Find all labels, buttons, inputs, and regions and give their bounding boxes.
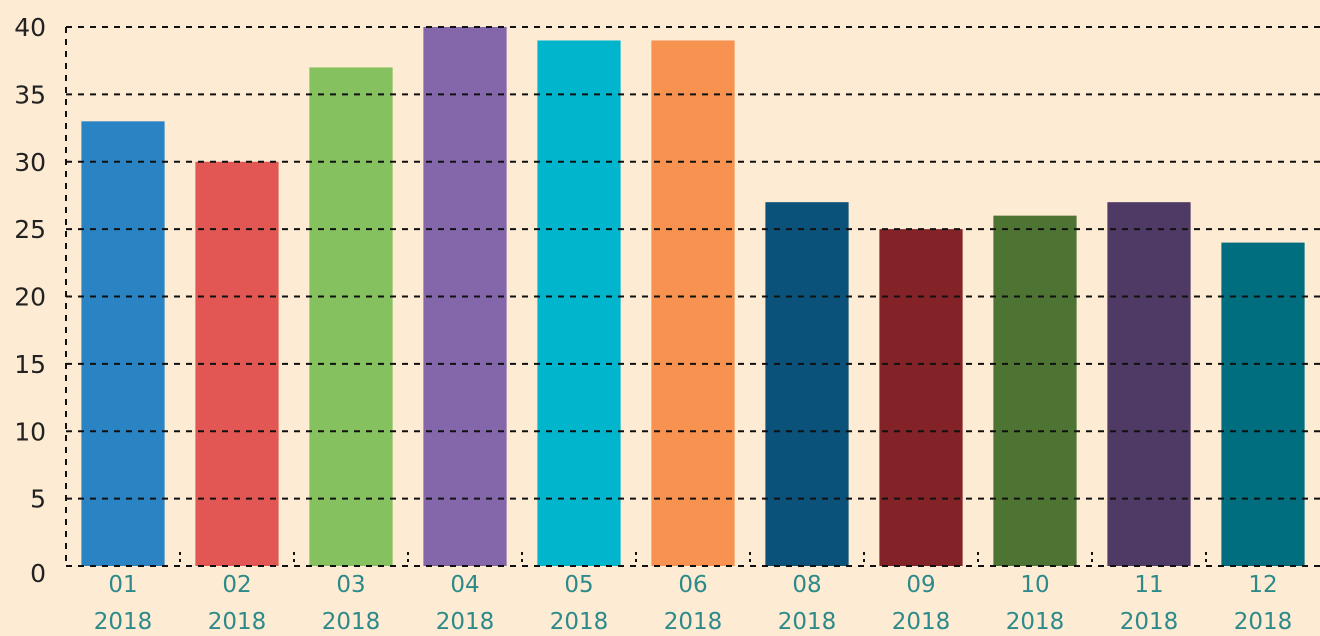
- bar: [651, 40, 735, 567]
- x-tick-label: 10 2018: [1006, 572, 1065, 635]
- x-tick-label-line: 2018: [892, 609, 951, 635]
- bar: [879, 229, 963, 566]
- x-tick-label-line: 2018: [1120, 609, 1179, 635]
- x-tick-label-line: 11: [1134, 572, 1163, 598]
- x-tick-label-line: 09: [906, 572, 935, 598]
- y-tick-label: 40: [14, 13, 46, 42]
- x-tick-label: 02 2018: [208, 572, 267, 635]
- x-tick-label-line: 2018: [1006, 609, 1065, 635]
- y-tick-label: 10: [14, 417, 46, 446]
- x-tick-label: 08 2018: [778, 572, 837, 635]
- x-tick-label-line: 2018: [550, 609, 609, 635]
- x-tick-label: 03 2018: [322, 572, 381, 635]
- bar: [993, 215, 1077, 566]
- x-tick-label-line: 05: [564, 572, 593, 598]
- x-tick-label: 11 2018: [1120, 572, 1179, 635]
- y-tick-label: 35: [14, 80, 46, 109]
- y-tick-label: 25: [14, 215, 46, 244]
- bar: [1107, 202, 1191, 567]
- x-tick-label-line: 10: [1020, 572, 1049, 598]
- x-tick-label-line: 2018: [1234, 609, 1293, 635]
- x-tick-label: 09 2018: [892, 572, 951, 635]
- x-tick-label-line: 06: [678, 572, 707, 598]
- x-tick-label-line: 2018: [94, 609, 153, 635]
- x-tick-label: 01 2018: [94, 572, 153, 635]
- y-tick-label: 15: [14, 350, 46, 379]
- x-tick-label: 04 2018: [436, 572, 495, 635]
- bar: [81, 121, 165, 566]
- x-tick-label: 05 2018: [550, 572, 609, 635]
- x-tick-label-line: 08: [792, 572, 821, 598]
- x-tick-label-line: 12: [1248, 572, 1277, 598]
- y-tick-label: 20: [14, 283, 46, 312]
- x-tick-label-line: 2018: [208, 609, 267, 635]
- x-tick-label-line: 01: [108, 572, 137, 598]
- y-tick-label: 0: [30, 559, 46, 588]
- x-tick-label-line: 02: [222, 572, 251, 598]
- bar: [1221, 242, 1305, 566]
- y-tick-label: 30: [14, 148, 46, 177]
- bar: [537, 40, 621, 567]
- x-tick-label-line: 2018: [664, 609, 723, 635]
- x-tick-label-line: 2018: [322, 609, 381, 635]
- y-tick-label: 5: [30, 485, 46, 514]
- x-tick-label: 06 2018: [664, 572, 723, 635]
- x-tick-label-line: 2018: [778, 609, 837, 635]
- x-tick-label: 12 2018: [1234, 572, 1293, 635]
- x-tick-label-line: 04: [450, 572, 479, 598]
- bar: [765, 202, 849, 567]
- bar: [309, 67, 393, 567]
- x-tick-label-line: 2018: [436, 609, 495, 635]
- x-tick-label-line: 03: [336, 572, 365, 598]
